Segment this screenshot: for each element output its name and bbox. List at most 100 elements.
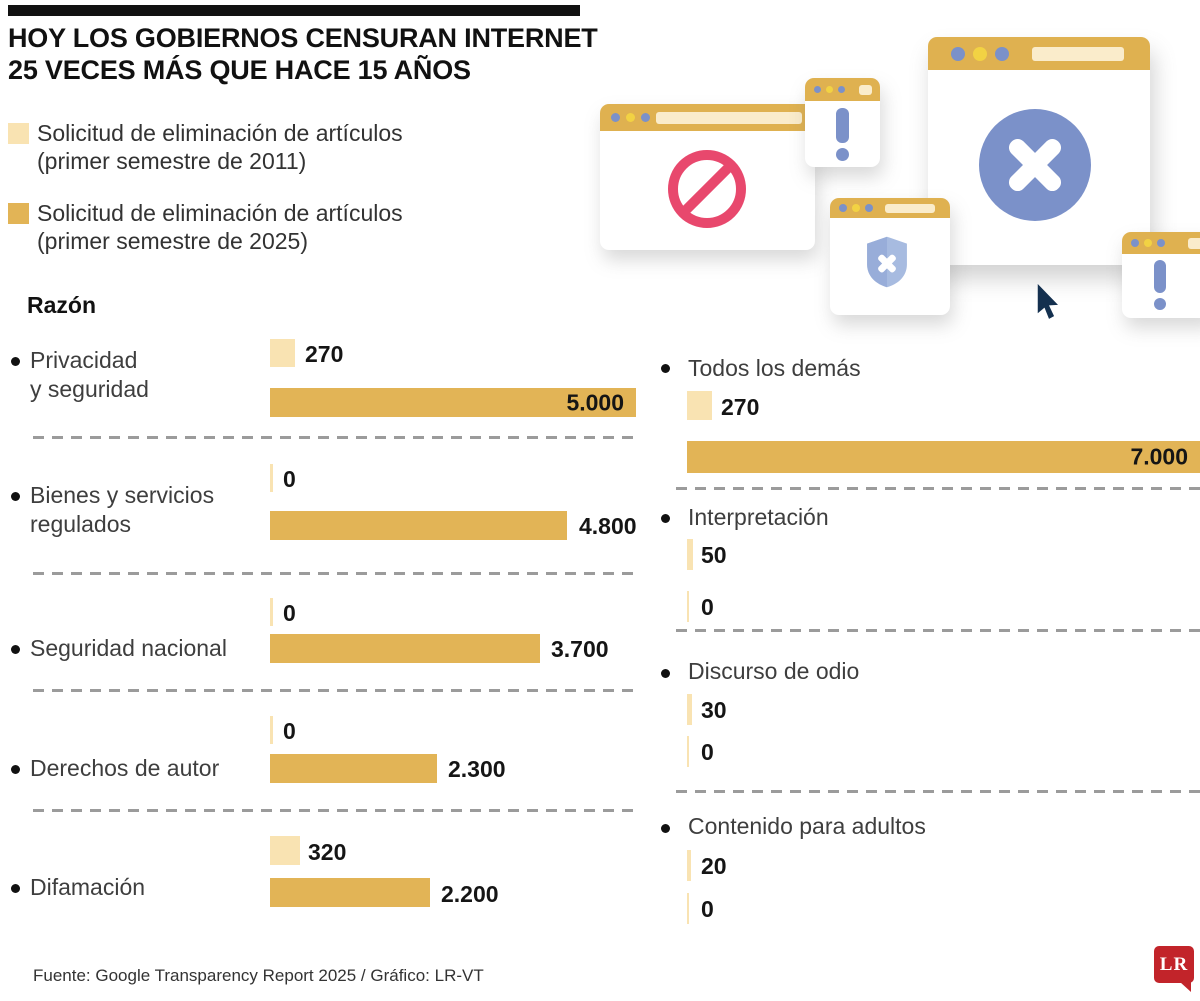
- bar-2025: [270, 878, 430, 907]
- legend-swatch-2011: [8, 123, 29, 144]
- bullet: [661, 514, 670, 523]
- title-line-2: 25 VECES MÁS QUE HACE 15 AÑOS: [8, 55, 471, 85]
- window-dot-icon: [641, 113, 650, 122]
- value-label-2011: 20: [701, 853, 727, 879]
- blocked-slash: [682, 164, 732, 214]
- value-label-2011: 30: [701, 697, 727, 723]
- legend-label-2025-line1: Solicitud de eliminación de artículos: [37, 200, 403, 226]
- header-rule: [8, 5, 580, 16]
- separator: [33, 436, 637, 439]
- category-label: Todos los demás: [688, 355, 861, 381]
- bar-2011: [270, 339, 295, 367]
- browser-window-alert: [1122, 232, 1200, 318]
- address-bar: [885, 204, 935, 213]
- value-label-2011: 320: [308, 839, 347, 865]
- value-label-2025: 0: [701, 739, 714, 765]
- address-bar: [1032, 47, 1124, 61]
- lr-logo-text: LR: [1159, 953, 1189, 975]
- bullet: [11, 765, 20, 774]
- window-titlebar: [805, 78, 880, 101]
- bar-2025: [687, 736, 689, 767]
- separator: [33, 809, 637, 812]
- window-titlebar: [928, 37, 1150, 70]
- bar-2011: [270, 464, 273, 492]
- value-label-2025: 5.000: [566, 389, 624, 415]
- window-titlebar: [830, 198, 950, 218]
- browser-window-blocked: [600, 104, 815, 250]
- category-label: Seguridad nacional: [30, 635, 227, 661]
- bar-2011: [687, 539, 693, 570]
- window-dot-icon: [611, 113, 620, 122]
- window-dot-icon: [852, 204, 860, 212]
- separator: [676, 629, 1200, 632]
- separator: [676, 790, 1200, 793]
- value-label-2011: 0: [283, 466, 296, 492]
- value-label-2025: 4.800: [579, 513, 637, 539]
- bar-2011: [687, 850, 691, 881]
- window-dot-icon: [995, 47, 1009, 61]
- legend-swatch-2025: [8, 203, 29, 224]
- window-dot-icon: [951, 47, 965, 61]
- bullet: [11, 492, 20, 501]
- category-axis-label: Razón: [27, 292, 96, 318]
- exclamation-icon: [1154, 260, 1166, 293]
- window-dot-icon: [1131, 239, 1139, 247]
- address-bar: [1188, 238, 1200, 249]
- value-label-2025: 2.200: [441, 881, 499, 907]
- bar-2025: [687, 893, 689, 924]
- legend-label-2025-line2: (primer semestre de 2025): [37, 228, 308, 254]
- category-label: Interpretación: [688, 504, 829, 530]
- bar-2025: [270, 511, 567, 540]
- value-label-2011: 270: [305, 341, 344, 367]
- close-x-icon: [979, 109, 1091, 221]
- title-line-1: HOY LOS GOBIERNOS CENSURAN INTERNET: [8, 23, 598, 53]
- bar-2011: [687, 694, 692, 725]
- legend-label-2011-line1: Solicitud de eliminación de artículos: [37, 120, 403, 146]
- window-dot-icon: [814, 86, 821, 93]
- bar-2011: [687, 391, 712, 420]
- window-titlebar: [600, 104, 815, 131]
- browser-window-close: [928, 37, 1150, 265]
- legend-label-2025: Solicitud de eliminación de artículos (p…: [37, 199, 403, 255]
- separator: [33, 572, 637, 575]
- bullet: [661, 364, 670, 373]
- value-label-2025: 2.300: [448, 756, 506, 782]
- window-titlebar: [1122, 232, 1200, 254]
- lr-logo: LR: [1154, 946, 1194, 992]
- window-dot-icon: [826, 86, 833, 93]
- shield-x-icon: [867, 236, 907, 288]
- blocked-icon: [668, 150, 746, 228]
- category-label: Discurso de odio: [688, 658, 860, 684]
- bullet: [11, 357, 20, 366]
- window-dot-icon: [839, 204, 847, 212]
- bar-2011: [270, 716, 273, 744]
- category-label: Privacidad y seguridad: [30, 347, 149, 402]
- legend-label-2011: Solicitud de eliminación de artículos (p…: [37, 119, 403, 175]
- exclamation-icon: [836, 148, 849, 161]
- address-bar: [656, 112, 802, 124]
- window-dot-icon: [1157, 239, 1165, 247]
- browser-window-shield: [830, 198, 950, 315]
- page-title: HOY LOS GOBIERNOS CENSURAN INTERNET 25 V…: [8, 22, 598, 86]
- value-label-2011: 0: [283, 718, 296, 744]
- bar-2025: [270, 754, 437, 783]
- category-label: Difamación: [30, 874, 146, 900]
- bullet: [661, 669, 670, 678]
- bullet: [661, 824, 670, 833]
- window-dot-icon: [1144, 239, 1152, 247]
- value-label-2011: 0: [283, 600, 296, 626]
- category-label: Bienes y servicios regulados: [30, 482, 215, 537]
- legend-label-2011-line2: (primer semestre de 2011): [37, 148, 307, 174]
- value-label-2011: 50: [701, 542, 727, 568]
- category-label: Contenido para adultos: [688, 813, 926, 839]
- address-bar: [859, 85, 872, 95]
- bar-2025: [270, 634, 540, 663]
- value-label-2025: 0: [701, 896, 714, 922]
- separator: [33, 689, 637, 692]
- bullet: [11, 645, 20, 654]
- value-label-2025: 3.700: [551, 636, 609, 662]
- window-dot-icon: [838, 86, 845, 93]
- separator: [676, 487, 1200, 490]
- value-label-2011: 270: [721, 394, 760, 420]
